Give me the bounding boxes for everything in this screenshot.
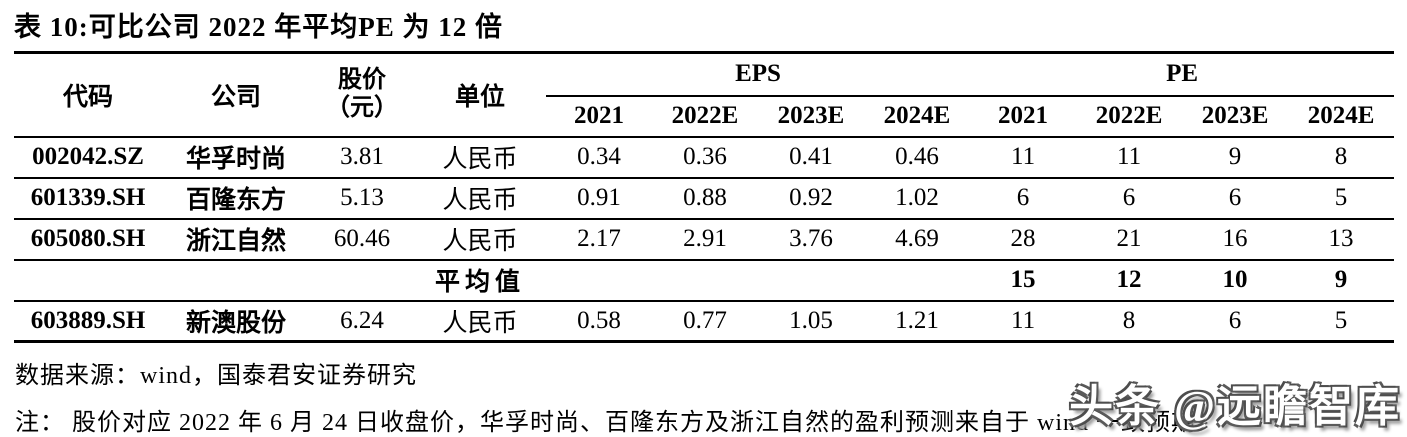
pe-year-header-2022e: 2022E — [1076, 95, 1183, 138]
pe-cell-2024e: 5 — [1334, 306, 1348, 334]
eps-cell-2023e: 0.92 — [758, 177, 864, 220]
price-header-line1: 股价 — [338, 67, 386, 94]
empty-cell — [162, 259, 310, 302]
company-cell: 浙江自然 — [162, 218, 310, 261]
company-cell: 华孚时尚 — [162, 136, 310, 179]
avg-pe-cell-2021: 15 — [970, 259, 1077, 302]
comparables-table: 代码 公司 股价 （元） 单位 EPS PE 2021 2022E 2023E … — [14, 51, 1395, 343]
code-cell: 601339.SH — [14, 177, 162, 220]
table-row-huafu: 002042.SZ 华孚时尚 3.81 人民币 0.34 0.36 0.41 0… — [14, 136, 1395, 179]
empty-cell — [652, 259, 758, 302]
eps-cell-2022e: 0.36 — [652, 136, 758, 179]
header-group-row: 代码 公司 股价 （元） 单位 EPS PE — [14, 52, 1395, 138]
eps-cell-2021: 0.34 — [546, 136, 652, 179]
price-cell: 60.46 — [310, 218, 414, 261]
source-text: 数据来源：wind，国泰君安证券研究 — [15, 363, 417, 389]
company-cell: 百隆东方 — [162, 177, 310, 220]
header-cell-price: 股价 （元） — [310, 52, 414, 138]
pe-year-header-2024e: 2024E — [1288, 95, 1395, 138]
code-cell: 605080.SH — [14, 218, 162, 261]
empty-cell — [758, 259, 864, 302]
pe-year-header-2021: 2021 — [970, 95, 1077, 138]
header-cell-unit: 单位 — [414, 52, 546, 138]
page-title: 表 10:可比公司 2022 年平均PE 为 12 倍 — [14, 12, 503, 42]
eps-year-header-2024e: 2024E — [864, 95, 971, 138]
pe-cell-2024e: 5 — [1288, 177, 1395, 220]
table-row-zhejiang: 605080.SH 浙江自然 60.46 人民币 2.17 2.91 3.76 … — [14, 218, 1395, 261]
table-row-average: 平均值 15 12 10 9 — [14, 259, 1395, 302]
report-page: 表 10:可比公司 2022 年平均PE 为 12 倍 代码 公司 股价 （元）… — [0, 5, 1407, 436]
eps-cell-2022e: 2.91 — [652, 218, 758, 261]
eps-cell-2024e: 1.02 — [864, 177, 971, 220]
price-cell: 6.24 — [340, 306, 384, 334]
pe-cell-2023e: 16 — [1182, 218, 1289, 261]
code-cell: 002042.SZ — [14, 136, 162, 179]
eps-cell-2022e: 0.88 — [652, 177, 758, 220]
header-cell-code: 代码 — [14, 52, 162, 138]
pe-cell-2023e: 9 — [1182, 136, 1289, 179]
eps-cell-2024e: 4.69 — [864, 218, 971, 261]
price-cell: 5.13 — [310, 177, 414, 220]
company-cell: 新澳股份 — [185, 309, 286, 337]
empty-cell — [310, 259, 414, 302]
eps-cell-2021: 0.91 — [546, 177, 652, 220]
eps-cell-2023e: 0.41 — [758, 136, 864, 179]
unit-cell: 人民币 — [414, 136, 546, 179]
pe-cell-2024e: 13 — [1288, 218, 1395, 261]
header-cell-company: 公司 — [162, 52, 310, 138]
eps-cell-2023e: 1.05 — [789, 306, 833, 334]
pe-cell-2023e: 6 — [1182, 177, 1289, 220]
table-body: 002042.SZ 华孚时尚 3.81 人民币 0.34 0.36 0.41 0… — [14, 136, 1395, 342]
eps-cell-2023e: 3.76 — [758, 218, 864, 261]
empty-cell — [864, 259, 971, 302]
unit-cell: 人民币 — [414, 177, 546, 220]
price-header-line2: （元） — [326, 94, 398, 121]
pe-cell-2022e: 6 — [1076, 177, 1183, 220]
empty-cell — [546, 259, 652, 302]
pe-cell-2021: 28 — [970, 218, 1077, 261]
eps-cell-2024e: 0.46 — [864, 136, 971, 179]
header-group-pe: PE — [970, 52, 1395, 97]
pe-cell-2022e: 8 — [1122, 306, 1136, 334]
pe-cell-2022e: 11 — [1076, 136, 1183, 179]
unit-cell: 人民币 — [414, 218, 546, 261]
avg-pe-cell-2024e: 9 — [1288, 259, 1395, 302]
pe-cell-2024e: 8 — [1288, 136, 1395, 179]
average-label: 平均值 — [414, 259, 546, 302]
avg-pe-cell-2023e: 10 — [1182, 259, 1289, 302]
unit-cell: 人民币 — [442, 309, 518, 337]
header-group-eps: EPS — [546, 52, 971, 97]
code-cell: 603889.SH — [30, 306, 146, 334]
pe-cell-2021: 11 — [970, 136, 1077, 179]
empty-cell — [14, 259, 162, 302]
eps-cell-2021: 0.58 — [577, 306, 621, 334]
table-header: 代码 公司 股价 （元） 单位 EPS PE 2021 2022E 2023E … — [14, 52, 1395, 138]
price-cell: 3.81 — [310, 136, 414, 179]
eps-cell-2022e: 0.77 — [683, 306, 727, 334]
pe-cell-2021: 6 — [970, 177, 1077, 220]
eps-cell-2021: 2.17 — [546, 218, 652, 261]
eps-year-header-2023e: 2023E — [758, 95, 864, 138]
eps-cell-2024e: 1.21 — [895, 306, 939, 334]
pe-year-header-2023e: 2023E — [1182, 95, 1289, 138]
avg-pe-cell-2022e: 12 — [1076, 259, 1183, 302]
pe-cell-2022e: 21 — [1076, 218, 1183, 261]
pe-cell-2023e: 6 — [1228, 306, 1242, 334]
eps-year-header-2022e: 2022E — [652, 95, 758, 138]
pe-cell-2021: 11 — [1011, 306, 1036, 334]
eps-year-header-2021: 2021 — [546, 95, 652, 138]
watermark: 头条 @远瞻智库 — [1069, 382, 1401, 431]
table-row-bailong: 601339.SH 百隆东方 5.13 人民币 0.91 0.88 0.92 1… — [14, 177, 1395, 220]
table-row-xinao: 603889.SH 新澳股份 6.24 人民币 0.58 0.77 1.05 1… — [14, 301, 1394, 342]
header-years-row: 2021 2022E 2023E 2024E 2021 2022E 2023E … — [14, 95, 1395, 138]
